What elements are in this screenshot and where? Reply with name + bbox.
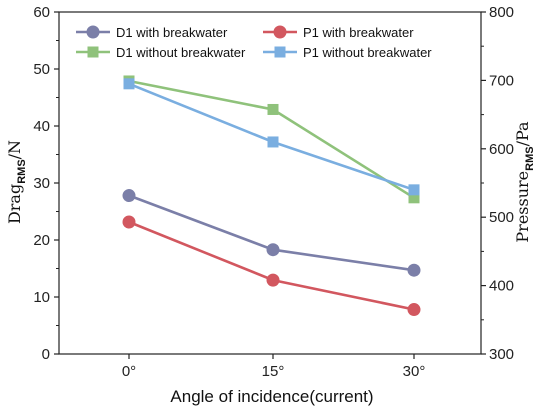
series-2-point xyxy=(407,303,421,317)
series-4-point xyxy=(408,184,420,196)
y-left-tick-label: 10 xyxy=(33,289,50,306)
legend-label: D1 without breakwater xyxy=(116,45,246,60)
y-axis-right-title-sub: RMS xyxy=(524,146,536,170)
y-left-tick-label: 50 xyxy=(33,61,50,78)
series-4-point xyxy=(123,78,135,90)
legend-label: P1 with breakwater xyxy=(303,25,414,40)
y-axis-right-title: PressureRMS/Pa xyxy=(513,121,536,243)
y-right-tick-label: 600 xyxy=(489,141,514,158)
legend-marker-square xyxy=(87,46,99,58)
y-left-tick-label: 0 xyxy=(42,346,50,363)
series-3-point xyxy=(408,192,420,204)
y-axis-right-title-unit: /Pa xyxy=(513,121,532,146)
x-tick-label: 30° xyxy=(403,363,426,380)
series-2-point xyxy=(122,215,136,229)
y-left-tick-label: 20 xyxy=(33,232,50,249)
legend-marker-circle xyxy=(86,25,100,39)
y-axis-left-title-sub: RMS xyxy=(16,159,28,183)
legend-entry-3: D1 without breakwater xyxy=(76,45,246,60)
series-1-point xyxy=(122,189,136,203)
series-2-point xyxy=(266,273,280,287)
legend-entry-4: P1 without breakwater xyxy=(263,45,432,60)
legend-marker-square xyxy=(274,46,286,58)
series-line-2 xyxy=(128,220,415,311)
series-1-point xyxy=(266,243,280,257)
legend-label: D1 with breakwater xyxy=(116,25,228,40)
x-axis-title: Angle of incidence(current) xyxy=(170,387,373,406)
series-3-point xyxy=(267,103,279,115)
y-axis-right-title-base: Pressure xyxy=(513,171,532,243)
series-4-point xyxy=(267,136,279,148)
y-right-tick-label: 400 xyxy=(489,278,514,295)
x-tick-label: 15° xyxy=(262,363,285,380)
legend-entry-2: P1 with breakwater xyxy=(263,25,414,40)
legend-label: P1 without breakwater xyxy=(303,45,432,60)
y-left-tick-label: 40 xyxy=(33,118,50,135)
y-right-tick-label: 500 xyxy=(489,209,514,226)
y-right-tick-label: 800 xyxy=(489,4,514,21)
series-line-1 xyxy=(128,194,415,272)
y-axis-left-title-unit: /N xyxy=(5,140,24,159)
y-axis-left-title-base: Drag xyxy=(5,184,24,224)
y-right-tick-label: 700 xyxy=(489,72,514,89)
series-1-point xyxy=(407,263,421,277)
y-right-tick-label: 300 xyxy=(489,346,514,363)
y-left-tick-label: 60 xyxy=(33,4,50,21)
legend-marker-circle xyxy=(273,25,287,39)
y-left-tick-label: 30 xyxy=(33,175,50,192)
plot-frame xyxy=(58,11,482,355)
x-tick-label: 0° xyxy=(122,363,136,380)
y-axis-left-title: DragRMS/N xyxy=(5,140,28,224)
legend-entry-1: D1 with breakwater xyxy=(76,25,228,40)
